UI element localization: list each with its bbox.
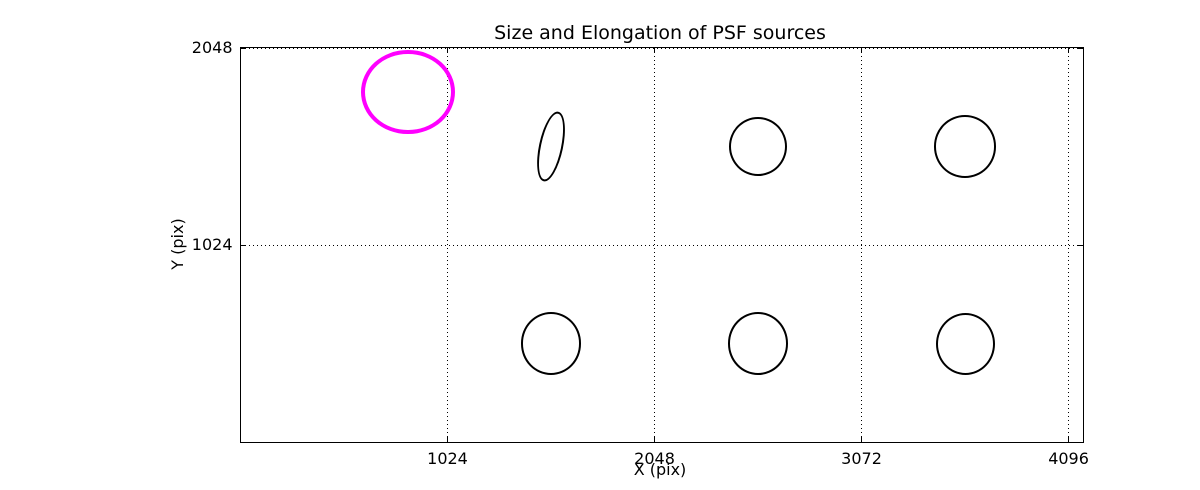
psf-source-ellipse — [727, 312, 789, 375]
psf-source-ellipse — [934, 115, 996, 178]
x-tick-label: 3072 — [841, 449, 882, 468]
y-tick-mark — [1077, 47, 1083, 49]
x-tick-label: 4096 — [1048, 449, 1089, 468]
axes-area: 1024 2048 3072 4096 1024 2048 — [192, 38, 1089, 468]
x-tick-mark — [447, 48, 448, 53]
x-tick-mark — [861, 48, 863, 53]
x-gridline — [861, 48, 863, 442]
y-gridline — [240, 244, 1083, 246]
y-tick-label: 2048 — [191, 38, 233, 57]
x-axis-label: X (pix) — [633, 460, 687, 479]
psf-source-ellipse — [728, 116, 788, 177]
x-tick-mark — [1068, 437, 1070, 442]
y-axis-label: Y (pix) — [168, 218, 187, 270]
psf-source-ellipse — [935, 312, 995, 375]
x-tick-mark — [654, 437, 656, 442]
x-tick-mark — [654, 48, 656, 53]
chart-title: Size and Elongation of PSF sources — [494, 22, 826, 44]
y-tick-mark — [240, 244, 246, 246]
y-tick-mark — [240, 47, 246, 49]
x-tick-label: 2048 — [634, 449, 675, 468]
y-gridline — [240, 47, 1083, 49]
y-tick-label: 1024 — [191, 235, 233, 254]
y-tick-mark — [1077, 244, 1083, 246]
psf-source-ellipse — [531, 109, 571, 184]
x-gridline — [1068, 48, 1070, 442]
psf-source-ellipse — [361, 50, 456, 135]
psf-source-ellipse — [520, 312, 582, 375]
x-tick-mark — [1068, 48, 1070, 53]
x-tick-mark — [861, 437, 863, 442]
x-tick-label: 1024 — [427, 449, 468, 468]
x-gridline — [654, 48, 656, 442]
x-tick-mark — [447, 437, 448, 442]
